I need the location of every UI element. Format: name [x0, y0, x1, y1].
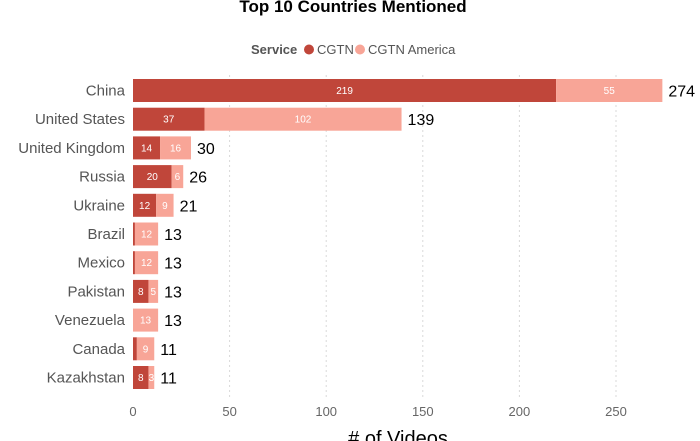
bar-segment-label: 16 [170, 143, 182, 154]
bar-segment[interactable] [171, 165, 184, 189]
bar-segment[interactable] [133, 107, 205, 131]
bar-total-label: 13 [164, 227, 182, 244]
gridlines [229, 75, 617, 398]
legend-label-cgtn-america[interactable]: CGTN America [368, 42, 456, 57]
bar-total-label: 30 [197, 141, 215, 158]
bar-segment-label: 37 [163, 115, 175, 126]
bar-segment-label: 3 [149, 373, 155, 384]
bar-segment[interactable] [133, 366, 149, 389]
bar-segment-label: 13 [140, 316, 152, 327]
bar-segment[interactable] [136, 337, 155, 361]
x-axis-ticks: 0 50 100 150 200 250 [129, 404, 626, 419]
bar-total-label: 13 [164, 284, 182, 301]
x-tick-label: 150 [412, 404, 434, 419]
x-tick-label: 0 [129, 404, 136, 419]
bar-segment-label: 20 [147, 172, 159, 183]
bar-segment-label: 12 [139, 201, 151, 212]
bar-segment[interactable] [133, 136, 161, 160]
category-label: Kazakhstan [47, 370, 125, 387]
category-label: Brazil [87, 226, 125, 243]
bar-segment-label: 55 [604, 86, 616, 97]
legend-title: Service [251, 42, 297, 57]
category-label: China [86, 83, 126, 100]
bar-segment[interactable] [134, 222, 159, 246]
bar-segment-label: 9 [162, 201, 168, 212]
x-tick-label: 100 [315, 404, 337, 419]
bar-segment-label: 14 [141, 143, 153, 154]
bar-segment[interactable] [133, 279, 149, 303]
bar-segment[interactable] [148, 279, 159, 303]
bar-segment[interactable] [160, 136, 191, 160]
x-tick-label: 50 [222, 404, 236, 419]
bar-segment-label: 9 [143, 344, 149, 355]
bar-segment-label: 12 [141, 258, 153, 269]
bar-segment-label: 5 [151, 287, 157, 298]
bar-segment[interactable] [156, 193, 174, 217]
bar-segment[interactable] [133, 337, 137, 361]
bar-segment[interactable] [148, 366, 155, 389]
bar-segment-label: 8 [138, 287, 144, 298]
bar-segment[interactable] [133, 251, 135, 275]
category-label: Canada [72, 341, 125, 358]
bar-total-label: 11 [160, 342, 177, 359]
bar-total-label: 11 [160, 371, 177, 388]
legend-marker-cgtn[interactable] [304, 44, 314, 55]
category-label: Venezuela [55, 312, 126, 329]
bar-segment[interactable] [134, 251, 159, 275]
bar-segment[interactable] [133, 222, 135, 246]
category-label: Mexico [77, 255, 125, 272]
bar-total-label: 21 [180, 198, 198, 215]
bar-segment-label: 219 [336, 86, 353, 97]
category-label: Ukraine [73, 197, 125, 214]
bar-segment[interactable] [556, 79, 663, 102]
bar-segment-label: 6 [175, 172, 181, 183]
category-label: Russia [79, 169, 126, 186]
legend-label-cgtn[interactable]: CGTN [317, 42, 354, 57]
x-tick-label: 200 [509, 404, 531, 419]
bar-total-label: 274 [668, 84, 695, 101]
category-labels: China United States United Kingdom Russia Uk… [18, 83, 125, 387]
x-tick-label: 250 [605, 404, 627, 419]
bar-total-label: 139 [408, 112, 435, 129]
bar-segment-label: 102 [295, 115, 312, 126]
legend: Service CGTN CGTN America [251, 42, 456, 57]
category-label: United Kingdom [18, 140, 125, 157]
bar-segment-label: 12 [141, 230, 153, 241]
bar-segment[interactable] [133, 193, 157, 217]
legend-marker-cgtn-america[interactable] [355, 44, 365, 55]
x-axis-title: # of Videos [348, 428, 448, 441]
bar-segment[interactable] [133, 308, 159, 332]
category-label: United States [35, 111, 125, 128]
bar-segment-label: 8 [138, 373, 144, 384]
bar-segment[interactable] [133, 165, 172, 189]
bar-segment[interactable] [204, 107, 402, 131]
bar-total-label: 13 [164, 313, 182, 330]
bar-total-label: 13 [164, 256, 182, 273]
category-label: Pakistan [67, 283, 125, 300]
bar-segment[interactable] [133, 79, 557, 102]
chart-title: Top 10 Countries Mentioned [239, 0, 466, 16]
bar-total-label: 26 [189, 170, 207, 187]
